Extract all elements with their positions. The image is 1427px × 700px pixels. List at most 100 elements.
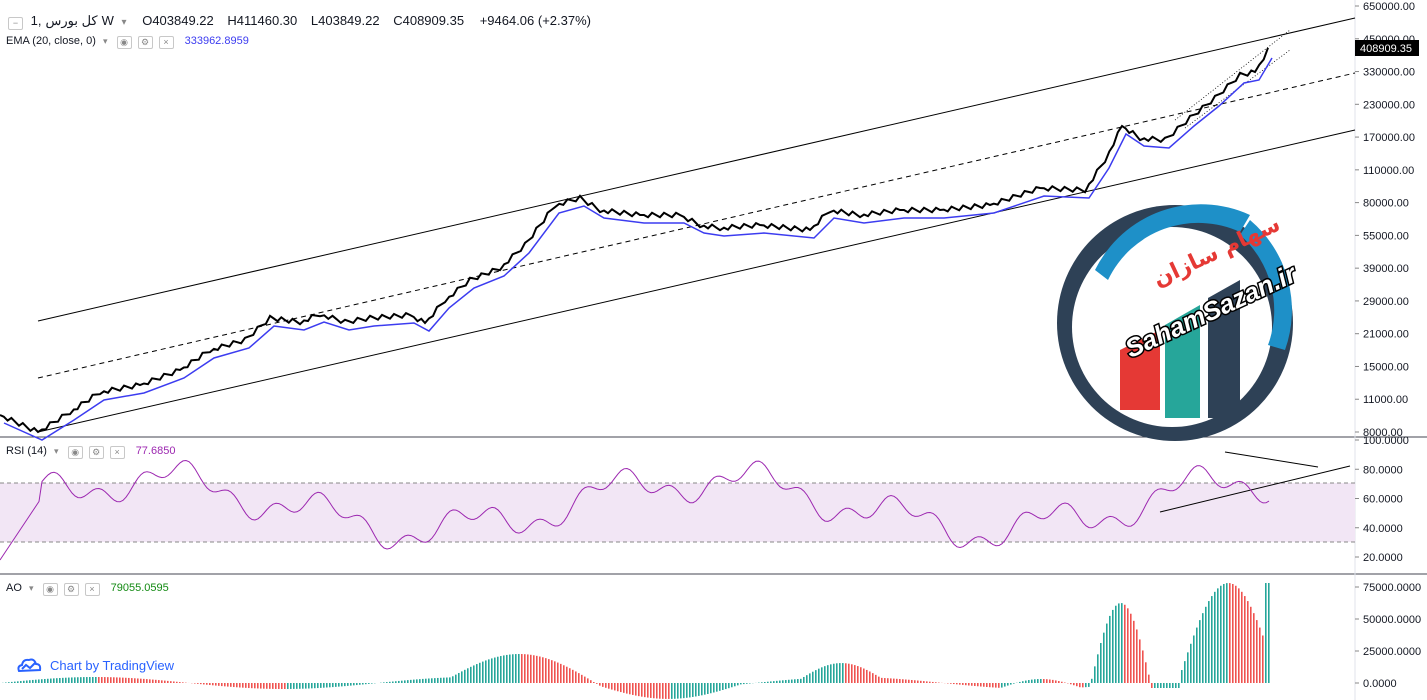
- price-axis-tick: 55000.00: [1363, 230, 1409, 242]
- ao-bar: [1259, 627, 1261, 683]
- ao-bar: [122, 677, 124, 683]
- ao-label[interactable]: AO: [6, 582, 22, 594]
- ao-bar: [1112, 609, 1114, 683]
- ao-bar: [386, 682, 388, 683]
- ao-bar: [329, 683, 331, 688]
- tradingview-cloud-icon: [17, 658, 42, 673]
- rsi-axis: 100.0000 80.0000 60.0000 40.0000 20.0000: [1355, 435, 1409, 564]
- ao-bar: [725, 683, 727, 690]
- close-icon[interactable]: ×: [158, 36, 174, 49]
- ao-bar: [812, 671, 814, 683]
- ao-bar: [1175, 683, 1177, 688]
- ao-bar: [389, 681, 391, 683]
- ao-bar: [404, 680, 406, 683]
- open-value: 403849.22: [152, 13, 214, 28]
- ao-bar: [35, 679, 37, 683]
- ao-bar: [77, 677, 79, 683]
- gear-icon[interactable]: ⚙: [88, 446, 104, 459]
- ao-bar: [302, 683, 304, 689]
- price-axis-tick: 170000.00: [1363, 132, 1415, 144]
- ao-bar: [1007, 683, 1009, 686]
- ao-bar: [38, 679, 40, 683]
- tradingview-watermark[interactable]: Chart by TradingView: [16, 656, 174, 674]
- ao-bar: [983, 683, 985, 687]
- ao-bar: [1160, 683, 1162, 688]
- ao-bar: [1136, 629, 1138, 683]
- gear-icon[interactable]: ⚙: [137, 36, 153, 49]
- ao-bar: [728, 683, 730, 689]
- collapse-icon[interactable]: −: [8, 17, 23, 30]
- ao-bar: [1151, 683, 1153, 688]
- ao-bar: [434, 678, 436, 683]
- chevron-down-icon[interactable]: ▾: [28, 583, 34, 593]
- ao-bar: [833, 663, 835, 683]
- ao-bar: [1202, 613, 1204, 683]
- eye-icon[interactable]: ◉: [67, 446, 83, 459]
- ao-axis-tick: 25000.0000: [1363, 646, 1421, 658]
- ao-bar: [236, 683, 238, 688]
- ao-bar: [776, 680, 778, 683]
- ao-bar: [131, 678, 133, 683]
- ao-bar: [536, 655, 538, 683]
- ao-legend: AO ▾ ◉ ⚙ × 79055.0595: [6, 582, 173, 596]
- ao-bar: [83, 677, 85, 683]
- ao-bar: [1010, 683, 1012, 685]
- rsi-series: [0, 459, 1270, 561]
- ao-bar: [932, 681, 934, 683]
- rsi-trend-top: [1224, 451, 1319, 468]
- gear-icon[interactable]: ⚙: [63, 583, 79, 596]
- chevron-down-icon[interactable]: ▾: [121, 17, 127, 28]
- ao-bar: [632, 683, 634, 695]
- eye-icon[interactable]: ◉: [116, 36, 132, 49]
- close-icon[interactable]: ×: [109, 446, 125, 459]
- ao-bar: [1145, 662, 1147, 683]
- ema-label[interactable]: EMA (20, close, 0): [6, 35, 96, 47]
- rsi-axis-tick: 20.0000: [1363, 552, 1403, 564]
- ao-bar: [44, 678, 46, 683]
- eye-icon[interactable]: ◉: [42, 583, 58, 596]
- interval-label[interactable]: 1W: [30, 13, 114, 28]
- ao-bar: [29, 680, 31, 683]
- ao-bar: [263, 683, 265, 689]
- ao-bar: [1004, 683, 1006, 687]
- ao-bar: [590, 680, 592, 683]
- ao-bar: [899, 679, 901, 683]
- ao-bar: [1106, 623, 1108, 683]
- chevron-down-icon[interactable]: ▾: [102, 36, 108, 46]
- ao-bar: [260, 683, 262, 689]
- ao-bar: [338, 683, 340, 687]
- price-axis-tick: 11000.00: [1363, 394, 1408, 406]
- ao-bar: [581, 674, 583, 683]
- ao-bar: [488, 659, 490, 683]
- ao-bar: [218, 683, 220, 686]
- rsi-label[interactable]: RSI (14): [6, 445, 47, 457]
- high-value: 411460.30: [236, 13, 298, 28]
- ao-bar: [1046, 679, 1048, 683]
- ao-bar: [935, 682, 937, 683]
- ao-bar: [290, 683, 292, 689]
- ao-bar: [164, 680, 166, 683]
- chevron-down-icon[interactable]: ▾: [54, 446, 59, 456]
- ao-bar: [308, 683, 310, 689]
- ao-bar: [1217, 588, 1219, 683]
- ao-bar: [785, 680, 787, 683]
- ao-bar: [398, 680, 400, 683]
- ao-bar: [62, 677, 64, 683]
- ao-bar: [20, 681, 22, 683]
- ao-bar: [1139, 639, 1141, 683]
- ao-bar: [656, 683, 658, 699]
- ao-bar: [1079, 683, 1081, 688]
- ao-bar: [953, 683, 955, 685]
- ao-bar: [446, 677, 448, 683]
- ao-bar: [542, 657, 544, 683]
- close-icon[interactable]: ×: [84, 583, 100, 596]
- ao-bar: [923, 681, 925, 683]
- price-series: [0, 47, 1269, 434]
- ao-bar: [869, 671, 871, 683]
- ao-bar: [32, 679, 34, 683]
- ao-bar: [1034, 679, 1036, 683]
- ao-bar: [668, 683, 670, 699]
- ao-bar: [143, 678, 145, 683]
- symbol-name[interactable]: کل بورس: [45, 13, 98, 28]
